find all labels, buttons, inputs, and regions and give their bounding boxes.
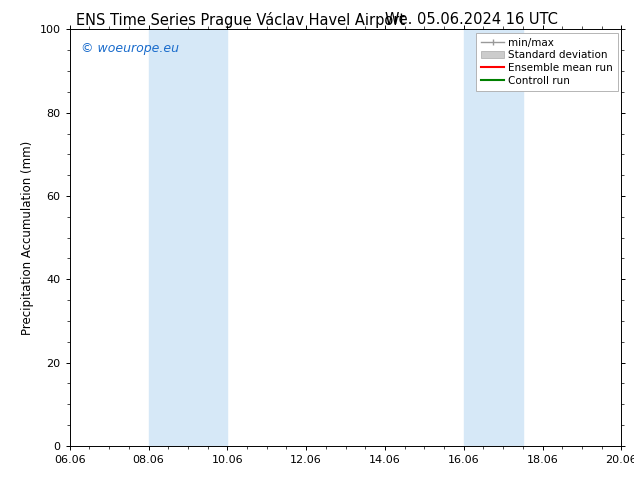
Text: ENS Time Series Prague Václav Havel Airport: ENS Time Series Prague Václav Havel Airp…	[76, 12, 405, 28]
Text: © woeurope.eu: © woeurope.eu	[81, 42, 179, 55]
Bar	[463, 29, 523, 446]
Text: We. 05.06.2024 16 UTC: We. 05.06.2024 16 UTC	[385, 12, 558, 27]
Y-axis label: Precipitation Accumulation (mm): Precipitation Accumulation (mm)	[21, 141, 34, 335]
Legend: min/max, Standard deviation, Ensemble mean run, Controll run: min/max, Standard deviation, Ensemble me…	[476, 32, 618, 91]
Bar	[148, 29, 228, 446]
